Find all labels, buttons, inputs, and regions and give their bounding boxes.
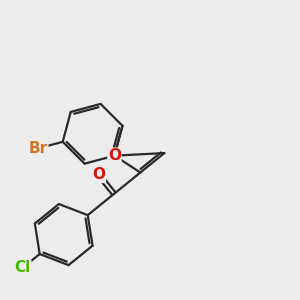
Text: O: O bbox=[108, 148, 121, 163]
Text: O: O bbox=[92, 167, 105, 182]
Text: Cl: Cl bbox=[14, 260, 31, 275]
Text: Br: Br bbox=[28, 141, 48, 156]
